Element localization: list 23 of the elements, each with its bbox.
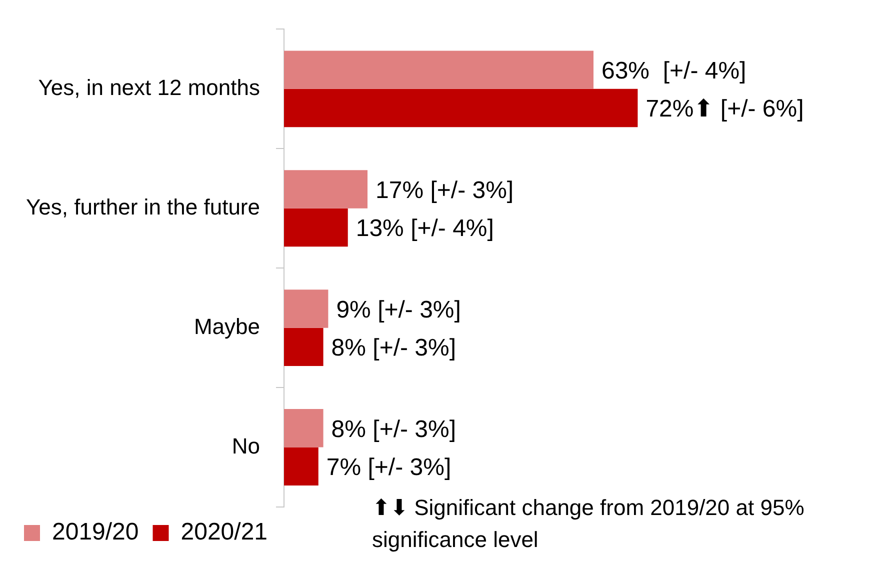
bar	[284, 447, 318, 486]
y-tick-label: No	[232, 433, 260, 458]
legend-label: 2019/20	[52, 518, 139, 546]
bar	[284, 409, 324, 448]
data-label: 72%⬆ [+/- 6%]	[646, 96, 804, 123]
y-tick-label: Yes, in next 12 months	[38, 74, 260, 100]
bar	[284, 208, 348, 247]
data-label: 9% [+/- 3%]	[336, 296, 461, 324]
data-label: 17% [+/- 3%]	[376, 176, 514, 204]
data-label: 8% [+/- 3%]	[331, 416, 456, 443]
legend-label: 2020/21	[180, 518, 268, 546]
bar	[284, 328, 324, 366]
bar	[284, 290, 328, 328]
data-label: 13% [+/- 4%]	[356, 215, 494, 242]
data-label: 63% [+/- 4%]	[601, 57, 746, 84]
bar	[284, 170, 368, 208]
bar	[284, 88, 638, 128]
bar	[284, 50, 594, 89]
y-tick-label: Maybe	[194, 314, 260, 339]
data-label: 8% [+/- 3%]	[331, 334, 456, 362]
y-tick-label: Yes, further in the future	[26, 194, 260, 220]
annotation: ⬆⬇ Significant change from 2019/20 at 95% significance level	[372, 494, 806, 554]
data-label: 7% [+/- 3%]	[326, 454, 452, 482]
